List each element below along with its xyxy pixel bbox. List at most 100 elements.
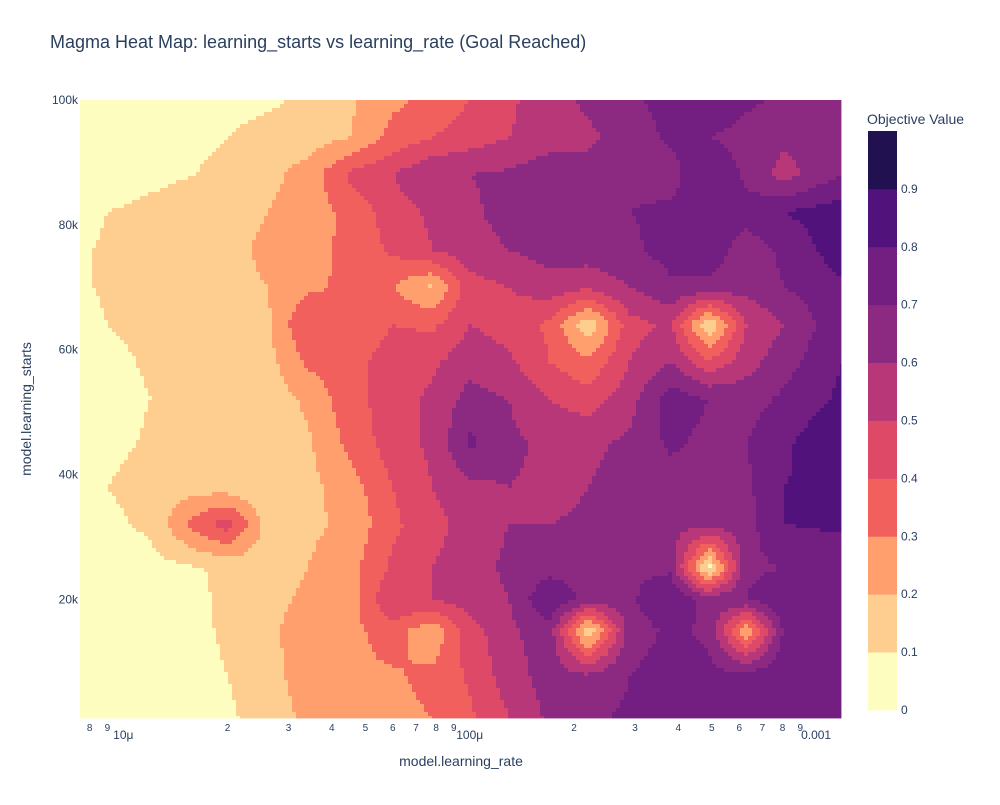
heatmap-cell (656, 132, 660, 136)
heatmap-cell (820, 152, 824, 156)
heatmap-cell (376, 180, 380, 184)
heatmap-cell (172, 188, 176, 192)
heatmap-cell (600, 116, 604, 120)
heatmap-cell (716, 140, 720, 144)
heatmap-cell (628, 140, 632, 144)
heatmap-cell (704, 172, 708, 176)
heatmap-cell (92, 120, 96, 124)
heatmap-cell (588, 148, 592, 152)
heatmap-cell (256, 116, 260, 120)
heatmap-cell (424, 180, 428, 184)
heatmap-cell (332, 180, 336, 184)
heatmap-cell (772, 144, 776, 148)
heatmap-cell (252, 176, 256, 180)
heatmap-cell (196, 124, 200, 128)
heatmap-cell (700, 108, 704, 112)
heatmap-cell (764, 172, 768, 176)
heatmap-cell (344, 160, 348, 164)
heatmap-cell (316, 188, 320, 192)
heatmap-cell (744, 144, 748, 148)
heatmap-cell (372, 124, 376, 128)
heatmap-cell (116, 120, 120, 124)
heatmap-cell (200, 128, 204, 132)
heatmap-cell (744, 160, 748, 164)
heatmap-cell (796, 136, 800, 140)
heatmap-cell (620, 148, 624, 152)
heatmap-cell (656, 136, 660, 140)
heatmap-cell (676, 156, 680, 160)
heatmap-cell (504, 100, 508, 104)
heatmap-cell (656, 120, 660, 124)
heatmap-cell (372, 116, 376, 120)
heatmap-cell (820, 136, 824, 140)
heatmap-cell (784, 184, 788, 188)
heatmap-cell (800, 100, 804, 104)
heatmap-cell (648, 132, 652, 136)
heatmap-cell (164, 108, 168, 112)
heatmap-cell (620, 172, 624, 176)
heatmap-cell (260, 148, 264, 152)
heatmap-cell (244, 164, 248, 168)
heatmap-cell (164, 164, 168, 168)
heatmap-cell (812, 148, 816, 152)
heatmap-cell (484, 100, 488, 104)
heatmap-cell (108, 108, 112, 112)
heatmap-cell (192, 180, 196, 184)
heatmap-cell (728, 172, 732, 176)
heatmap-cell (716, 152, 720, 156)
heatmap-cell (772, 152, 776, 156)
heatmap-cell (432, 172, 436, 176)
heatmap-cell (164, 116, 168, 120)
heatmap-cell (244, 136, 248, 140)
heatmap-cell (564, 184, 568, 188)
heatmap-cell (236, 156, 240, 160)
heatmap-cell (360, 100, 364, 104)
heatmap-cell (248, 164, 252, 168)
heatmap-cell (204, 160, 208, 164)
heatmap-cell (812, 132, 816, 136)
heatmap-cell (832, 120, 836, 124)
heatmap-cell (100, 116, 104, 120)
heatmap-cell (216, 128, 220, 132)
heatmap-cell (272, 120, 276, 124)
heatmap-cell (532, 136, 536, 140)
heatmap-cell (272, 104, 276, 108)
heatmap-cell (340, 144, 344, 148)
heatmap-cell (620, 140, 624, 144)
heatmap-cell (704, 184, 708, 188)
heatmap-cell (364, 148, 368, 152)
heatmap-cell (136, 144, 140, 148)
heatmap-cell (544, 136, 548, 140)
plot-area[interactable] (80, 100, 841, 718)
heatmap-cell (140, 128, 144, 132)
heatmap-cell (648, 176, 652, 180)
heatmap-cell (340, 140, 344, 144)
heatmap-cell (624, 180, 628, 184)
heatmap-cell (284, 124, 288, 128)
heatmap-cell (780, 116, 784, 120)
heatmap-cell (124, 188, 128, 192)
heatmap-cell (696, 156, 700, 160)
heatmap-cell (548, 168, 552, 172)
heatmap-cell (432, 124, 436, 128)
heatmap-cell (524, 172, 528, 176)
heatmap-cell (476, 112, 480, 116)
heatmap-cell (668, 176, 672, 180)
heatmap-cell (132, 168, 136, 172)
heatmap-cell (840, 156, 841, 160)
heatmap-cell (92, 136, 96, 140)
heatmap-cell (608, 120, 612, 124)
heatmap-cell (696, 112, 700, 116)
heatmap-cell (436, 156, 440, 160)
heatmap-cell (112, 140, 116, 144)
heatmap-cell (656, 116, 660, 120)
heatmap-cell (488, 180, 492, 184)
heatmap-cell (508, 108, 512, 112)
heatmap-cell (364, 112, 368, 116)
heatmap-cell (316, 140, 320, 144)
heatmap-cell (796, 156, 800, 160)
heatmap-cell (376, 132, 380, 136)
heatmap-cell (560, 184, 564, 188)
heatmap-cell (280, 172, 284, 176)
